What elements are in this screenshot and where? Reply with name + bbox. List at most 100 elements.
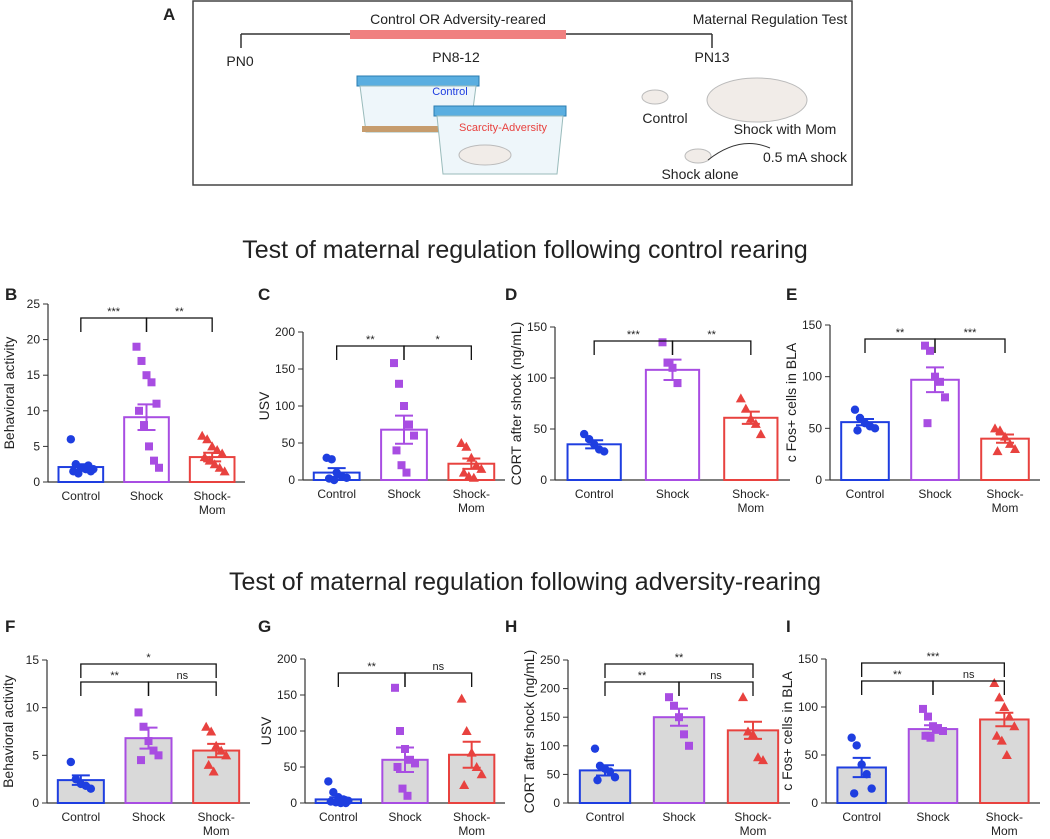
- significance-label: **: [175, 306, 184, 318]
- data-point: [847, 733, 856, 742]
- significance-label: ***: [964, 327, 978, 339]
- data-point: [921, 341, 929, 350]
- significance-bracket: [147, 681, 217, 696]
- data-point: [941, 393, 949, 402]
- data-point: [400, 402, 408, 410]
- data-point: [396, 727, 404, 735]
- y-tick-label: 150: [277, 688, 297, 702]
- y-tick-label: 100: [277, 724, 297, 738]
- cage-lid: [356, 75, 480, 87]
- bar: [979, 718, 1030, 804]
- data-point: [405, 420, 413, 429]
- phase-label: Maternal Regulation Test: [693, 11, 848, 27]
- data-point: [468, 472, 479, 482]
- significance-label: ns: [710, 670, 722, 682]
- significance-bracket: [604, 663, 754, 678]
- data-point: [329, 475, 339, 485]
- data-point: [393, 763, 402, 771]
- significance-label: *: [146, 652, 151, 664]
- data-point: [852, 741, 861, 750]
- data-point: [471, 460, 482, 470]
- data-point: [208, 766, 219, 776]
- data-point: [139, 722, 148, 731]
- data-point: [155, 463, 163, 472]
- y-tick-label: 150: [798, 652, 818, 666]
- bar: [192, 749, 241, 804]
- x-tick-label: Control: [61, 489, 100, 503]
- panel-letter: H: [505, 617, 517, 636]
- data-point: [217, 448, 228, 458]
- significance-label: ***: [627, 329, 641, 341]
- data-point: [201, 721, 212, 731]
- y-tick-label: 0: [811, 796, 818, 810]
- y-tick-label: 50: [805, 748, 819, 762]
- data-point: [685, 741, 693, 750]
- bar: [910, 378, 960, 481]
- significance-bracket: [336, 345, 405, 360]
- significance-bracket: [934, 338, 1006, 353]
- y-tick-label: 200: [540, 682, 560, 696]
- significance-label: **: [893, 669, 902, 681]
- data-point: [401, 745, 409, 753]
- significance-bracket: [861, 662, 1005, 677]
- rearing-window: [350, 30, 566, 39]
- data-point: [853, 426, 862, 435]
- y-tick-label: 5: [33, 439, 40, 453]
- data-point: [149, 746, 158, 755]
- y-tick-label: 100: [275, 399, 295, 413]
- data-point: [738, 692, 748, 702]
- significance-label: ***: [927, 651, 941, 663]
- data-point: [1009, 721, 1020, 731]
- data-point: [610, 773, 620, 782]
- data-point: [921, 731, 930, 740]
- data-point: [740, 403, 751, 413]
- data-point: [140, 421, 148, 430]
- y-axis-label: c Fos+ cells in BLA: [779, 671, 795, 791]
- data-point: [665, 693, 673, 702]
- age-label: PN13: [694, 49, 729, 65]
- data-point: [939, 727, 947, 735]
- significance-bracket: [678, 681, 754, 696]
- dam: [706, 77, 808, 123]
- data-point: [743, 726, 753, 736]
- significance-bracket: [80, 317, 148, 332]
- y-tick-label: 0: [32, 796, 39, 810]
- x-tick-label: Control: [846, 487, 885, 501]
- bar: [726, 729, 780, 805]
- y-tick-label: 0: [33, 475, 40, 489]
- x-tick-label: Control: [586, 810, 625, 824]
- bar-chart: B 0 5 10 15 20 25 Behavioral activity Control Sho…: [1, 285, 245, 517]
- significance-label: ns: [177, 670, 189, 682]
- y-tick-label: 25: [27, 297, 41, 311]
- x-tick-label: Shock: [662, 810, 696, 824]
- y-tick-label: 100: [540, 739, 560, 753]
- y-tick-label: 150: [275, 362, 295, 376]
- data-point: [324, 777, 333, 786]
- data-point: [406, 755, 414, 764]
- y-axis-label: USV: [256, 391, 272, 420]
- data-point: [459, 780, 470, 789]
- significance-bracket: [404, 672, 473, 687]
- x-tick-label: Shock-Mom: [453, 810, 490, 838]
- panel-letter: D: [505, 285, 517, 304]
- data-point: [599, 447, 609, 456]
- y-tick-label: 5: [32, 748, 39, 762]
- data-point: [219, 466, 230, 476]
- condition-label: Shock alone: [661, 166, 738, 182]
- y-tick-label: 50: [534, 422, 548, 436]
- data-point: [402, 468, 411, 477]
- data-point: [458, 467, 469, 477]
- data-point: [926, 733, 935, 742]
- data-point: [849, 789, 859, 798]
- x-tick-label: Shock-Mom: [732, 487, 769, 515]
- data-point: [66, 757, 76, 767]
- significance-label: **: [110, 670, 119, 682]
- significance-label: **: [707, 329, 716, 341]
- x-tick-label: Shock-Mom: [453, 487, 490, 515]
- panel-letter: G: [258, 617, 271, 636]
- data-point: [395, 379, 403, 388]
- bar: [980, 437, 1030, 481]
